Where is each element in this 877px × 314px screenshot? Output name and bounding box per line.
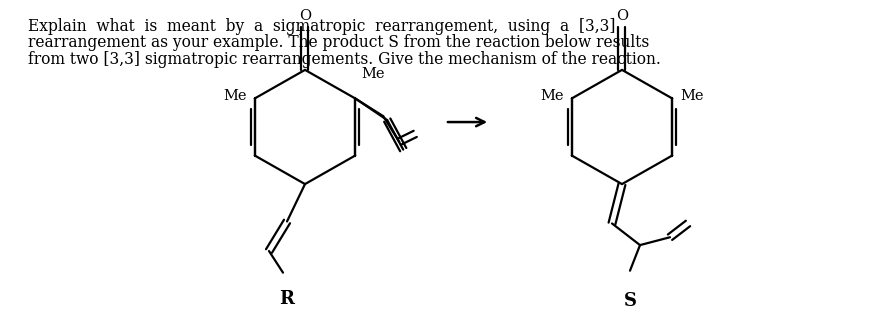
Text: Explain  what  is  meant  by  a  sigmatropic  rearrangement,  using  a  [3,3]: Explain what is meant by a sigmatropic r…: [28, 18, 616, 35]
Text: Me: Me: [361, 67, 385, 81]
Text: Me: Me: [540, 89, 564, 104]
Text: Me: Me: [681, 89, 703, 104]
Text: O: O: [616, 9, 628, 23]
Text: rearrangement as your example. The product S from the reaction below results: rearrangement as your example. The produ…: [28, 35, 649, 51]
Text: O: O: [299, 9, 311, 23]
Text: R: R: [280, 290, 295, 308]
Text: Me: Me: [224, 89, 246, 104]
Text: from two [3,3] sigmatropic rearrangements. Give the mechanism of the reaction.: from two [3,3] sigmatropic rearrangement…: [28, 51, 661, 68]
Text: S: S: [624, 292, 637, 310]
